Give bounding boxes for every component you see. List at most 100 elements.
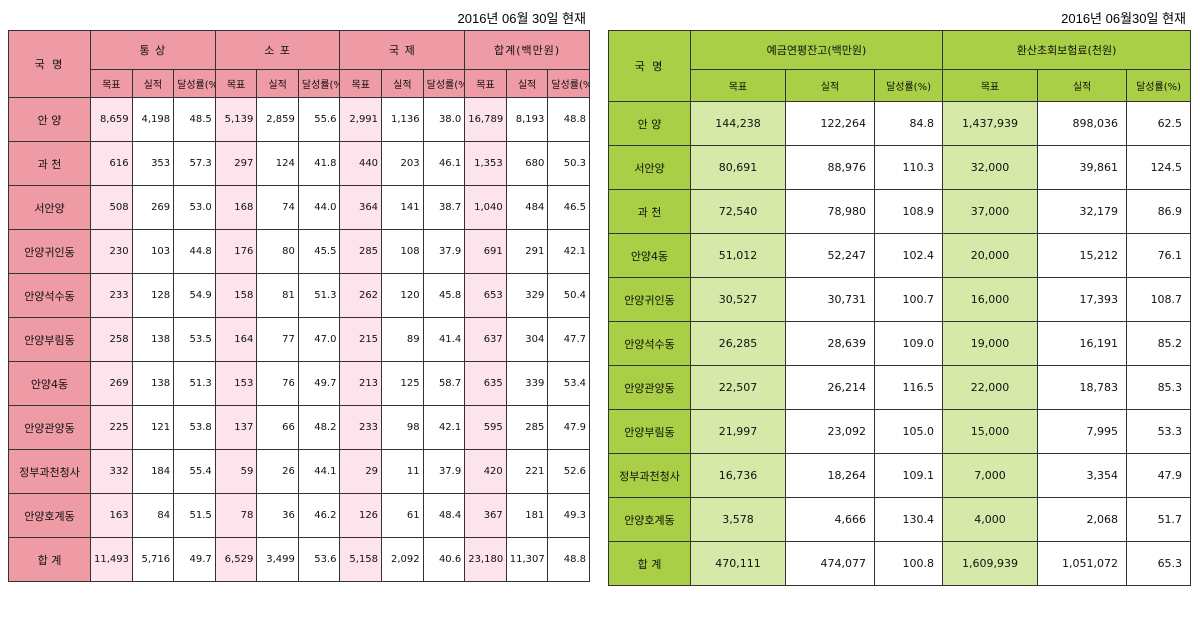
right-value-cell: 65.3: [1126, 541, 1192, 586]
left-value-cell: 653: [464, 273, 507, 318]
left-value-cell: 233: [339, 405, 383, 450]
left-metric-header: 실적: [256, 69, 299, 98]
right-value-cell: 52,247: [785, 233, 875, 278]
right-value-cell: 16,736: [690, 453, 786, 498]
right-value-cell: 84.8: [873, 101, 944, 146]
right-group-header: 예금연평잔고(백만원): [689, 30, 944, 70]
left-value-cell: 168: [214, 185, 258, 230]
right-value-cell: 53.3: [1126, 409, 1192, 454]
right-value-cell: 18,264: [785, 453, 875, 498]
left-value-cell: 616: [90, 141, 133, 186]
table-row: 안양부림동 21,997 23,092 105.0 15,000 7,995 53.3: [608, 409, 1192, 454]
table-row: 정부과천청사 332 184 55.4 59 26 44.1 29 11 37.9 420 221 52…: [8, 449, 590, 494]
right-value-cell: 32,179: [1037, 189, 1128, 234]
left-value-cell: 230: [90, 229, 133, 274]
right-value-cell: 28,639: [785, 321, 875, 366]
left-value-cell: 3,499: [256, 537, 299, 582]
table-row: 안양4동 51,012 52,247 102.4 20,000 15,212 76.1: [608, 233, 1192, 278]
right-value-cell: 116.5: [873, 365, 944, 410]
right-office-name: 정부과천청사: [608, 453, 691, 498]
left-value-cell: 55.6: [297, 97, 341, 142]
left-value-cell: 80: [256, 229, 299, 274]
left-value-cell: 41.8: [297, 141, 341, 186]
left-value-cell: 258: [90, 317, 133, 362]
left-value-cell: 50.3: [547, 141, 590, 186]
left-metric-header: 실적: [505, 69, 549, 98]
table-row: 합 계 470,111 474,077 100.8 1,609,939 1,051,072…: [608, 541, 1192, 586]
right-value-cell: 144,238: [690, 101, 786, 146]
right-metric-header: 실적: [785, 69, 875, 102]
left-value-cell: 41.4: [422, 317, 466, 362]
left-metric-header: 목표: [90, 69, 133, 98]
left-value-cell: 54.9: [173, 273, 216, 318]
left-value-cell: 680: [505, 141, 549, 186]
left-date-label: 2016년 06월 30일 현재: [457, 11, 586, 26]
left-value-cell: 37.9: [422, 449, 466, 494]
left-metric-header: 달성률(%): [173, 69, 216, 98]
left-value-cell: 353: [131, 141, 175, 186]
left-value-cell: 42.1: [422, 405, 466, 450]
right-value-cell: 26,285: [690, 321, 786, 366]
table-row: 안양4동 269 138 51.3 153 76 49.7 213 125 58.7 635 339 5…: [8, 361, 590, 406]
left-value-cell: 38.0: [422, 97, 466, 142]
right-value-cell: 108.7: [1126, 277, 1192, 322]
left-value-cell: 81: [256, 273, 299, 318]
left-value-cell: 48.8: [547, 97, 590, 142]
table-row: 안양석수동 26,285 28,639 109.0 19,000 16,191 85.2: [608, 321, 1192, 366]
finance-performance-panel: 2016년 06월30일 현재 국 명 예금연평잔고(백만원) 환산초회보험료(천원…: [608, 8, 1192, 586]
right-metric-header: 실적: [1037, 69, 1128, 102]
right-value-cell: 7,000: [942, 453, 1039, 498]
left-value-cell: 233: [90, 273, 133, 318]
left-value-cell: 163: [90, 493, 133, 538]
right-value-cell: 130.4: [873, 497, 944, 542]
left-value-cell: 329: [505, 273, 549, 318]
left-value-cell: 420: [464, 449, 507, 494]
right-value-cell: 2,068: [1037, 497, 1128, 542]
right-value-cell: 51,012: [690, 233, 786, 278]
left-value-cell: 53.5: [173, 317, 216, 362]
right-metric-header: 목표: [690, 69, 786, 102]
left-value-cell: 138: [131, 317, 175, 362]
left-value-cell: 124: [256, 141, 299, 186]
left-value-cell: 291: [505, 229, 549, 274]
left-group-header: 합계(백만원): [464, 30, 590, 70]
left-value-cell: 49.3: [547, 493, 590, 538]
table-row: 정부과천청사 16,736 18,264 109.1 7,000 3,354 47.9: [608, 453, 1192, 498]
left-value-cell: 141: [381, 185, 424, 230]
right-value-cell: 80,691: [690, 145, 786, 190]
left-value-cell: 1,040: [464, 185, 507, 230]
left-value-cell: 50.4: [547, 273, 590, 318]
right-value-cell: 1,437,939: [942, 101, 1039, 146]
right-value-cell: 16,191: [1037, 321, 1128, 366]
left-value-cell: 137: [214, 405, 258, 450]
right-value-cell: 30,527: [690, 277, 786, 322]
left-value-cell: 339: [505, 361, 549, 406]
right-value-cell: 32,000: [942, 145, 1039, 190]
left-office-name: 안양귀인동: [8, 229, 91, 274]
table-row: 안양귀인동 230 103 44.8 176 80 45.5 285 108 37.9 691 291…: [8, 229, 590, 274]
right-value-cell: 72,540: [690, 189, 786, 234]
left-value-cell: 508: [90, 185, 133, 230]
left-metric-header: 목표: [464, 69, 507, 98]
left-value-cell: 53.6: [297, 537, 341, 582]
left-value-cell: 184: [131, 449, 175, 494]
right-value-cell: 78,980: [785, 189, 875, 234]
left-group-header: 소 포: [214, 30, 341, 70]
right-value-cell: 122,264: [785, 101, 875, 146]
left-value-cell: 153: [214, 361, 258, 406]
right-value-cell: 110.3: [873, 145, 944, 190]
left-value-cell: 285: [505, 405, 549, 450]
left-metric-header: 목표: [214, 69, 258, 98]
left-value-cell: 44.8: [173, 229, 216, 274]
right-value-cell: 47.9: [1126, 453, 1192, 498]
left-corner-label: 국 명: [8, 30, 91, 98]
left-value-cell: 2,092: [381, 537, 424, 582]
left-value-cell: 44.1: [297, 449, 341, 494]
left-metric-header: 목표: [339, 69, 383, 98]
left-value-cell: 51.3: [173, 361, 216, 406]
right-value-cell: 22,000: [942, 365, 1039, 410]
right-office-name: 안양석수동: [608, 321, 691, 366]
left-metric-header: 실적: [381, 69, 424, 98]
left-value-cell: 120: [381, 273, 424, 318]
